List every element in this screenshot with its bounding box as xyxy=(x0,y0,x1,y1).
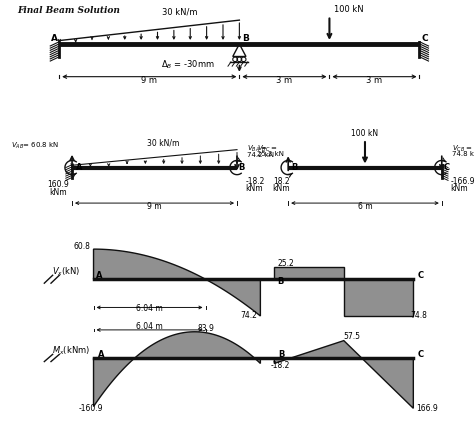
Text: -160.9: -160.9 xyxy=(79,404,103,413)
Polygon shape xyxy=(93,332,260,407)
Text: 166.9: 166.9 xyxy=(416,404,438,413)
Text: $V_x$(kN): $V_x$(kN) xyxy=(52,265,80,278)
Text: 6.04 m: 6.04 m xyxy=(136,322,163,330)
Text: 74.2: 74.2 xyxy=(241,311,257,320)
Text: $V_{CB}$ =: $V_{CB}$ = xyxy=(452,144,473,154)
Text: 25.2: 25.2 xyxy=(277,259,294,268)
Text: C: C xyxy=(443,163,449,173)
Text: 100 kN: 100 kN xyxy=(334,5,364,14)
Polygon shape xyxy=(274,341,413,408)
Text: kNm: kNm xyxy=(49,187,67,197)
Text: C: C xyxy=(418,350,424,359)
Text: $\Delta_B$ = -30mm: $\Delta_B$ = -30mm xyxy=(161,58,215,71)
Text: 100 kN: 100 kN xyxy=(351,129,379,138)
Text: kNm: kNm xyxy=(246,184,263,193)
Text: A: A xyxy=(75,163,82,173)
Text: B: B xyxy=(292,163,298,173)
Text: 30 kN/m: 30 kN/m xyxy=(147,139,179,147)
Text: B: B xyxy=(278,350,285,359)
Text: 18.2: 18.2 xyxy=(273,177,290,186)
Text: 3 m: 3 m xyxy=(276,76,292,85)
Text: 74.2 kN: 74.2 kN xyxy=(247,152,274,158)
Text: $V_{BA}$ =: $V_{BA}$ = xyxy=(247,144,268,154)
Text: Final Beam Solution: Final Beam Solution xyxy=(17,5,120,15)
Text: -166.9: -166.9 xyxy=(450,177,474,186)
Text: kNm: kNm xyxy=(450,184,468,193)
Polygon shape xyxy=(274,267,344,279)
Text: 9 m: 9 m xyxy=(147,203,162,211)
Text: 83.9: 83.9 xyxy=(197,324,214,333)
Text: $V_{AB}$= 60.8 kN: $V_{AB}$= 60.8 kN xyxy=(11,141,59,151)
Polygon shape xyxy=(344,279,413,316)
Text: 160.9: 160.9 xyxy=(47,181,69,189)
Text: A: A xyxy=(98,350,104,359)
Text: A: A xyxy=(96,271,103,280)
Text: 30 kN/m: 30 kN/m xyxy=(162,8,197,17)
Text: 9 m: 9 m xyxy=(141,76,157,85)
Text: 60.8: 60.8 xyxy=(74,242,91,250)
Text: 74.8 kN: 74.8 kN xyxy=(452,151,474,157)
Text: 57.5: 57.5 xyxy=(344,332,361,341)
Text: -18.2: -18.2 xyxy=(246,177,265,186)
Text: -18.2: -18.2 xyxy=(270,361,290,370)
Text: kNm: kNm xyxy=(272,184,290,193)
Text: 74.8: 74.8 xyxy=(410,311,428,320)
Text: C: C xyxy=(422,34,428,43)
Text: C: C xyxy=(418,271,424,280)
Text: B: B xyxy=(242,34,249,43)
Text: B: B xyxy=(277,277,283,286)
Text: 25.2 kN: 25.2 kN xyxy=(257,151,284,157)
Text: $V_{BC}$ =: $V_{BC}$ = xyxy=(257,144,278,154)
Text: B: B xyxy=(238,163,245,173)
Text: A: A xyxy=(51,34,58,43)
Polygon shape xyxy=(93,249,260,316)
Text: 6.04 m: 6.04 m xyxy=(136,304,163,313)
Text: 3 m: 3 m xyxy=(366,76,383,85)
Text: 6 m: 6 m xyxy=(358,203,372,211)
Text: $M_x$(kNm): $M_x$(kNm) xyxy=(52,344,90,357)
